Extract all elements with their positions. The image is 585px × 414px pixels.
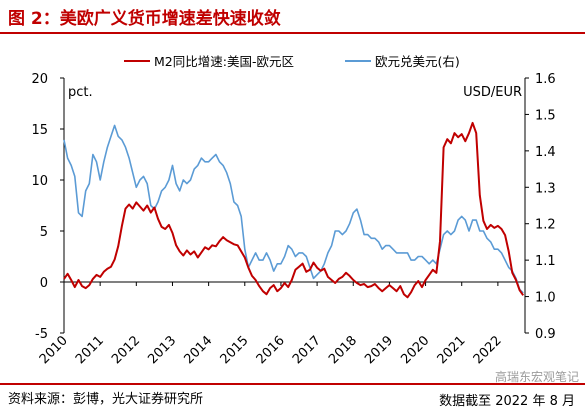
right-tick-label: 1.2 [535, 218, 556, 233]
source-divider [0, 383, 585, 385]
left-tick-label: 10 [31, 174, 48, 189]
title-divider [0, 32, 585, 34]
left-tick-label: 15 [31, 123, 48, 138]
right-tick-label: 1.0 [535, 291, 556, 306]
series-line-eurusd [63, 124, 524, 294]
x-tick-label: 2012 [109, 333, 143, 367]
x-tick-label: 2021 [435, 333, 469, 367]
right-tick-label: 1.4 [535, 145, 556, 160]
x-tick-label: 2015 [218, 333, 252, 367]
watermark-text: 高瑞东宏观笔记 [494, 370, 579, 384]
right-tick-label: 1.3 [535, 181, 556, 196]
legend-label-m2: M2同比增速:美国-欧元区 [154, 54, 294, 69]
legend-label-eurusd: 欧元兑美元(右) [375, 54, 460, 69]
x-tick-label: 2016 [254, 333, 288, 367]
left-tick-label: 0 [40, 276, 48, 291]
x-tick-label: 2022 [471, 333, 505, 367]
x-tick-label: 2013 [145, 333, 179, 367]
page-title: 图 2：美欧广义货币增速差快速收敛 [8, 9, 281, 29]
x-tick-label: 2014 [181, 333, 215, 367]
right-tick-label: 0.9 [535, 327, 556, 342]
right-tick-label: 1.6 [535, 72, 556, 87]
x-tick-label: 2020 [398, 333, 432, 367]
x-tick-label: 2017 [290, 333, 324, 367]
x-tick-label: 2018 [326, 333, 360, 367]
data-date-note: 数据截至 2022 年 8 月 [439, 394, 575, 409]
series-line-m2-growth-gap [63, 121, 525, 299]
x-tick-label: 2019 [362, 333, 396, 367]
left-tick-label: 20 [31, 72, 48, 87]
right-tick-label: 1.1 [535, 254, 556, 269]
source-note: 资料来源：彭博，光大证券研究所 [8, 392, 204, 407]
x-tick-label: 2011 [73, 333, 107, 367]
left-tick-label: -5 [35, 327, 48, 342]
left-unit-label: pct. [68, 85, 93, 100]
left-tick-label: 5 [40, 225, 48, 240]
right-unit-label: USD/EUR [463, 85, 522, 100]
right-tick-label: 1.5 [535, 108, 556, 123]
